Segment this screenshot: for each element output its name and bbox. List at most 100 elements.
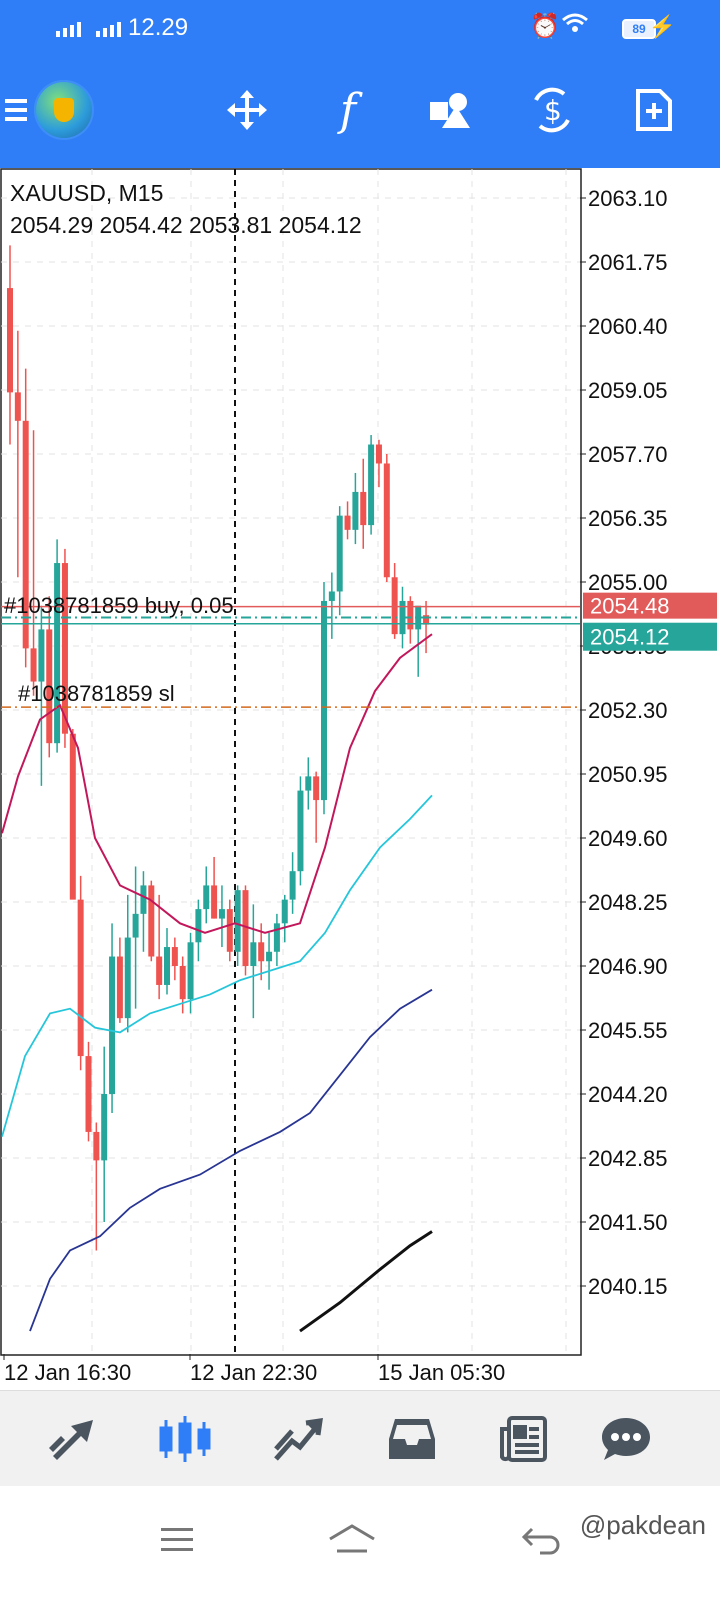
- bull-candle: [38, 629, 45, 682]
- bear-candle: [344, 515, 351, 530]
- bear-candle: [226, 909, 233, 952]
- system-navigation-bar: @pakdean: [0, 1486, 720, 1600]
- price-axis-label: 2049.60: [588, 826, 668, 851]
- price-axis-label: 2045.55: [588, 1018, 668, 1043]
- bull-candle: [218, 909, 225, 919]
- bull-candle: [321, 600, 327, 801]
- bear-candle: [69, 733, 76, 900]
- chart-ohlc-values: 2054.29 2054.42 2053.81 2054.12: [10, 212, 362, 238]
- indicators-icon[interactable]: f: [339, 84, 357, 136]
- wifi-icon: [562, 12, 588, 41]
- bear-candle: [423, 615, 430, 625]
- bull-candle: [289, 871, 296, 900]
- bear-candle: [383, 463, 390, 578]
- ma-slow-line: [29, 988, 433, 1332]
- bear-candle: [242, 890, 249, 966]
- bear-candle: [407, 600, 414, 630]
- bull-candle: [415, 605, 422, 630]
- bull-candle: [109, 956, 116, 1094]
- bear-candle: [360, 491, 367, 526]
- bull-candle: [266, 951, 273, 962]
- time-axis-label: 12 Jan 22:30: [190, 1360, 317, 1385]
- signal-icon-2: [96, 22, 121, 37]
- time-axis-label: 15 Jan 05:30: [378, 1360, 505, 1385]
- bear-candle: [46, 629, 53, 744]
- svg-text:$: $: [544, 94, 562, 127]
- price-axis-label: 2046.90: [588, 954, 668, 979]
- price-axis-label: 2044.20: [588, 1082, 668, 1107]
- bull-candle: [140, 885, 147, 914]
- bull-candle: [234, 890, 241, 952]
- bull-candle: [101, 1094, 108, 1161]
- bull-candle: [352, 491, 359, 530]
- history-icon[interactable]: [380, 1409, 444, 1469]
- trade-icon[interactable]: $: [520, 78, 584, 142]
- metatrader-logo[interactable]: [34, 80, 94, 140]
- bull-candle: [250, 942, 257, 966]
- price-axis-label: 2057.70: [588, 442, 668, 467]
- bid-price-label: 2054.12: [590, 625, 670, 650]
- bull-candle: [132, 913, 139, 938]
- bear-candle: [156, 956, 163, 985]
- bear-candle: [14, 392, 21, 421]
- price-axis-label: 2059.05: [588, 378, 668, 403]
- price-axis-label: 2042.85: [588, 1146, 668, 1171]
- bull-candle: [336, 515, 343, 592]
- price-chart[interactable]: 2063.10 2061.75 2060.40 2059.05 2057.70 2056.…: [0, 168, 720, 1390]
- trade-icon[interactable]: [266, 1409, 330, 1469]
- bear-candle: [148, 885, 155, 957]
- bear-candle: [30, 648, 37, 682]
- bull-candle: [54, 563, 61, 744]
- chart-symbol-timeframe: XAUUSD, M15: [10, 180, 164, 206]
- bid-price-box: [583, 622, 717, 651]
- quotes-icon[interactable]: [40, 1409, 104, 1469]
- price-axis-label: 2048.25: [588, 890, 668, 915]
- charging-icon: ⚡: [648, 14, 676, 39]
- bottom-navigation: [0, 1390, 720, 1487]
- bear-candle: [116, 956, 123, 1019]
- bear-candle: [77, 899, 84, 1057]
- price-axis-label: 2063.10: [588, 186, 668, 211]
- bull-candle: [297, 790, 304, 872]
- bull-candle: [124, 937, 131, 1019]
- back-icon[interactable]: [510, 1510, 570, 1570]
- chart-icon[interactable]: [153, 1409, 217, 1469]
- messages-icon[interactable]: [594, 1409, 658, 1469]
- bear-candle: [179, 966, 186, 1000]
- bull-candle: [273, 923, 280, 952]
- bear-candle: [22, 420, 29, 649]
- home-icon[interactable]: [322, 1510, 382, 1570]
- stop-loss-label[interactable]: #1038781859 sl: [18, 681, 175, 706]
- alarm-icon: ⏰: [530, 13, 560, 40]
- recent-apps-icon[interactable]: [147, 1510, 207, 1570]
- bull-candle: [368, 444, 375, 526]
- time-axis-label: 12 Jan 16:30: [4, 1360, 131, 1385]
- watermark-text: @pakdean: [579, 1510, 706, 1540]
- new-order-icon[interactable]: [622, 78, 686, 142]
- price-axis-label: 2060.40: [588, 314, 668, 339]
- bull-candle: [187, 942, 194, 1000]
- signal-icon: [56, 22, 81, 37]
- bear-candle: [171, 947, 178, 966]
- bear-candle: [211, 885, 218, 919]
- crosshair-icon[interactable]: [215, 78, 279, 142]
- objects-icon[interactable]: [418, 78, 482, 142]
- bull-candle: [328, 591, 335, 601]
- ma-long-line: [299, 1230, 433, 1333]
- menu-icon[interactable]: [0, 78, 52, 142]
- battery-icon: 89: [622, 19, 656, 39]
- news-icon[interactable]: [492, 1409, 556, 1469]
- price-axis-label: 2040.15: [588, 1274, 668, 1299]
- price-axis-label: 2050.95: [588, 762, 668, 787]
- chart-canvas[interactable]: 2063.10 2061.75 2060.40 2059.05 2057.70 2056.…: [0, 168, 720, 1390]
- plot-frame: [0, 168, 582, 1356]
- bull-candle: [164, 947, 170, 985]
- price-axis-label: 2055.00: [588, 570, 668, 595]
- ask-price-label: 2054.48: [590, 594, 670, 619]
- bear-candle: [258, 942, 265, 962]
- price-axis-label: 2056.35: [588, 506, 668, 531]
- buy-order-label[interactable]: #1038781859 buy, 0.05: [4, 593, 234, 618]
- bear-candle: [61, 563, 68, 734]
- price-axis-label: 2041.50: [588, 1210, 668, 1235]
- chart-toolbar: f $: [0, 60, 720, 168]
